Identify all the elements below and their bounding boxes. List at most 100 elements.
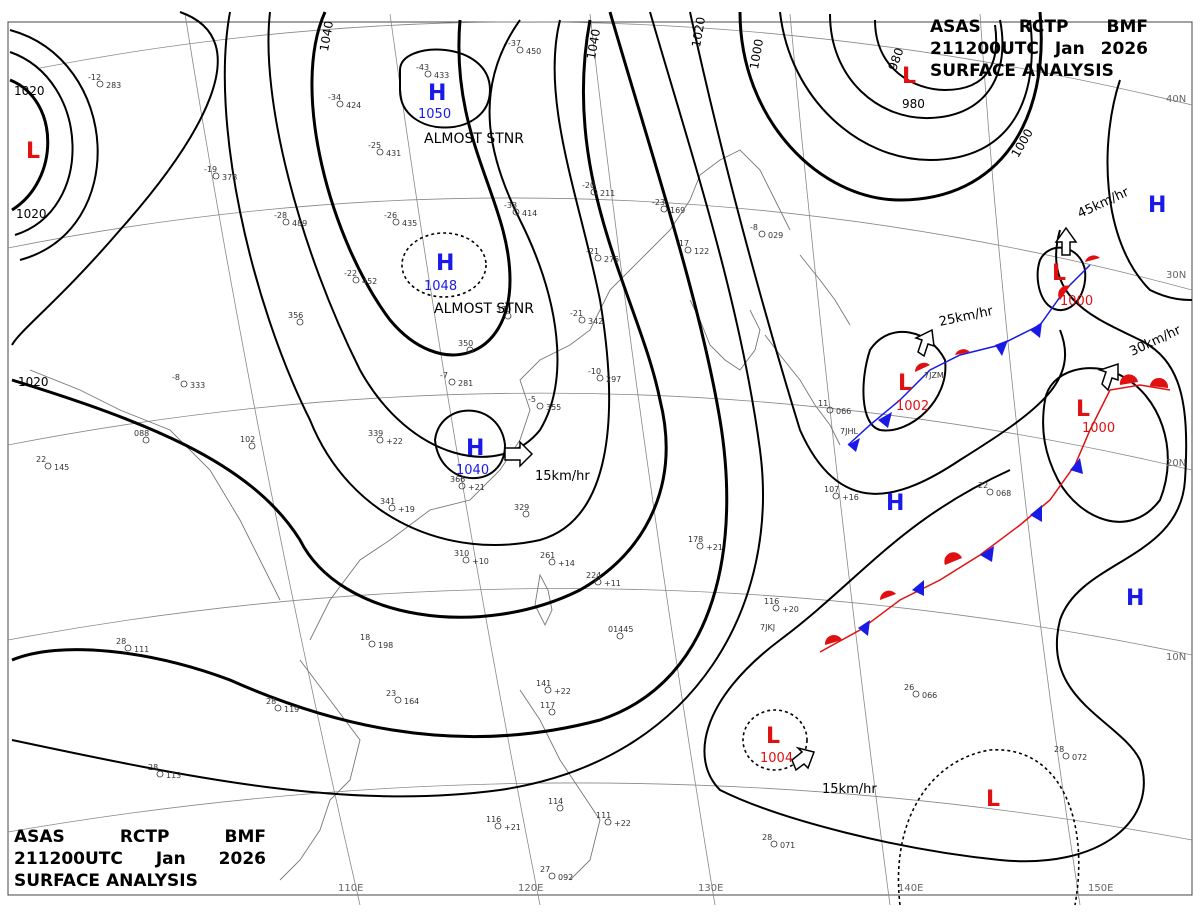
station-value: 350 [458, 339, 473, 348]
warm-front-semicircle [1058, 285, 1070, 300]
station-plot: 27 092 [540, 865, 573, 882]
lon-label: 150E [1088, 883, 1113, 894]
isobar-label: 1040 [584, 28, 603, 61]
motion-speed: 25km/hr [938, 304, 995, 330]
station-plot: -37 450 [508, 39, 541, 56]
motion-arrow [1097, 362, 1119, 392]
station-plot: 356 [288, 311, 304, 326]
isobar-label: 1020 [18, 375, 49, 389]
station-circle [556, 804, 564, 812]
motion-arrow [1054, 226, 1078, 256]
station-code: RCTP [119, 827, 170, 847]
station-value: 424 [346, 101, 361, 110]
warm-front-semicircle [955, 349, 970, 355]
station-plot: 107+16 [824, 485, 859, 502]
analysis-month: Jan [1054, 39, 1085, 59]
station-value: 111 [596, 811, 611, 820]
isobar-label: 1000 [747, 38, 766, 71]
low-center-symbol: L [1076, 397, 1090, 422]
station-value: +22 [614, 819, 631, 828]
station-value: -8 [750, 223, 758, 232]
high-center-symbol: H [436, 251, 454, 276]
station-plot: -10 297 [588, 367, 621, 384]
station-value: 224 [586, 571, 601, 580]
station-value: 178 [688, 535, 703, 544]
station-circle [616, 632, 624, 640]
station-circle [684, 246, 692, 254]
station-plot: -19 378 [204, 165, 237, 182]
station-value: 116 [764, 597, 779, 606]
isobars [9, 11, 1193, 863]
analysis-time: 211200UTC [930, 39, 1039, 59]
station-value: -26 [384, 211, 397, 220]
station-value: 489 [292, 219, 307, 228]
isobar [874, 19, 998, 92]
station-circle [282, 218, 290, 226]
dotted-isobar [897, 749, 1080, 906]
coast-philippines [519, 689, 601, 881]
station-plot: -17 122 [676, 239, 709, 256]
station-value: +11 [604, 579, 621, 588]
station-circle [394, 696, 402, 704]
coast-taiwan [534, 573, 553, 627]
station-plot: 28 119 [266, 697, 299, 714]
high-center-symbol: H [1126, 586, 1144, 611]
station-circle [516, 46, 524, 54]
station-circle [590, 188, 598, 196]
header-top: ASAS RCTP BMF 211200UTC Jan 2026 SURFACE… [930, 16, 1148, 82]
coast-korea [689, 299, 761, 371]
pressure-centers: L H 1050 ALMOST STNR H 1048 ALMOST STNR … [26, 64, 1184, 812]
station-plot: 11 066 [818, 399, 851, 416]
station-circle [424, 70, 432, 78]
station-value: 066 [836, 407, 851, 416]
station-value: 27 [540, 865, 550, 874]
station-value: 068 [996, 489, 1011, 498]
coast-china [309, 149, 791, 641]
station-circle [548, 708, 556, 716]
station-value: 28 [116, 637, 126, 646]
isobar [433, 409, 507, 480]
station-plot: 339+22 [368, 429, 403, 446]
low-center-symbol: L [1052, 261, 1066, 286]
station-circle [212, 172, 220, 180]
station-plot: 111+22 [596, 811, 631, 828]
station-plot: -8 029 [750, 223, 783, 240]
station-value: 145 [54, 463, 69, 472]
cold-front-triangle [912, 580, 924, 596]
isobar [11, 19, 668, 619]
station-value: 114 [548, 797, 563, 806]
station-circle [696, 542, 704, 550]
station-circle [142, 436, 150, 444]
warm-front-semicircle [944, 552, 962, 565]
station-circle [124, 644, 132, 652]
station-value: 111 [134, 645, 149, 654]
station-value: +16 [842, 493, 859, 502]
station-plot: 141+22 [536, 679, 571, 696]
pressure-value: 1004 [760, 751, 793, 766]
station-value: 28 [148, 763, 158, 772]
station-value: 28 [266, 697, 276, 706]
station-value: 122 [694, 247, 709, 256]
isobar [11, 11, 729, 739]
station-circle [772, 604, 780, 612]
station-plot: 341+19 [380, 497, 415, 514]
pressure-value: 1000 [1060, 294, 1093, 309]
lat-label: 10N [1166, 652, 1186, 663]
station-value: 164 [404, 697, 419, 706]
station-plot: 261+14 [540, 551, 575, 568]
station-plot: 23 164 [386, 689, 419, 706]
cold-front-triangle [995, 340, 1008, 356]
pressure-value: 1050 [418, 107, 451, 122]
high-center-symbol: H [1148, 193, 1166, 218]
station-value: +19 [398, 505, 415, 514]
station-plot: -28 489 [274, 211, 307, 228]
station-value: -43 [416, 63, 429, 72]
station-value: 11 [818, 399, 828, 408]
station-plot: -8 333 [172, 373, 205, 390]
cold-front-triangle [1070, 458, 1083, 474]
cold-front-triangle [1030, 505, 1042, 522]
station-plots: -37 450 -43 433 -34 424 -25 431 -12 283 -19 378 -28 4… [36, 39, 1087, 882]
motion-arrow [504, 440, 534, 468]
station-circle [388, 504, 396, 512]
